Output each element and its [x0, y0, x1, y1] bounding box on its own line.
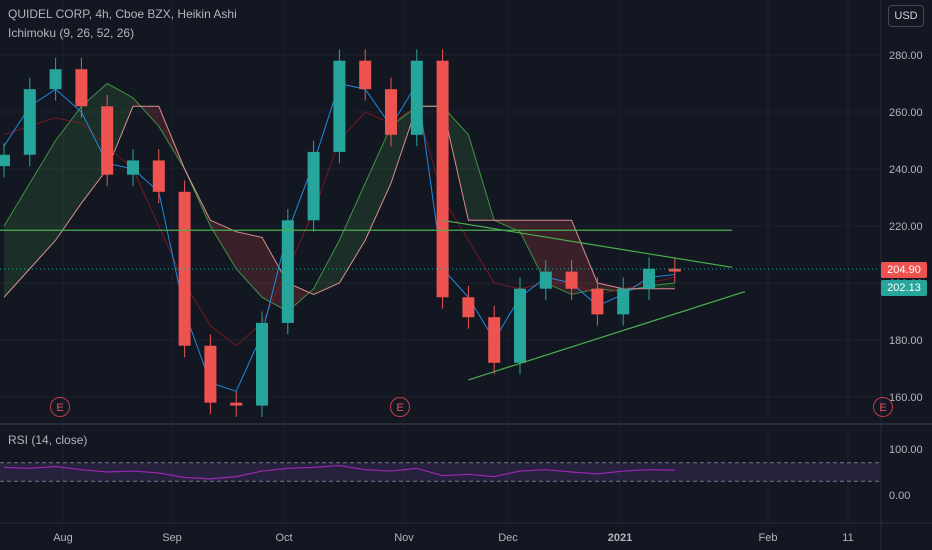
- ichimoku-cloud: [262, 237, 288, 312]
- y-tick-label: 280.00: [889, 50, 923, 62]
- candle-body: [668, 268, 681, 272]
- candle-body: [23, 89, 36, 155]
- leading-span-a-line: [3, 82, 675, 313]
- ichimoku-price-label: 202.13: [881, 280, 927, 296]
- ichimoku-cloud: [571, 220, 598, 295]
- x-tick-label: 11: [842, 532, 853, 544]
- candle-body: [333, 60, 346, 152]
- ichimoku-cloud: [365, 126, 391, 241]
- trendline: [468, 290, 746, 381]
- y-tick-label: 260.00: [889, 107, 923, 119]
- candle-body: [385, 89, 397, 135]
- candle-body: [643, 268, 655, 289]
- x-tick-label: 2021: [608, 532, 632, 544]
- candle-body: [256, 322, 268, 406]
- rsi-band: [0, 462, 880, 482]
- x-tick-label: Nov: [394, 532, 414, 544]
- ichimoku-cloud: [649, 283, 675, 289]
- ichimoku-cloud: [4, 183, 30, 298]
- candle-body: [617, 288, 630, 315]
- candle-body: [101, 106, 114, 175]
- y-tick-label: 240.00: [889, 164, 923, 176]
- symbol-title: QUIDEL CORP, 4h, Cboe BZX, Heikin Ashi: [8, 7, 237, 21]
- rsi-label[interactable]: RSI (14, close): [8, 433, 88, 447]
- y-tick-label: 160.00: [889, 392, 923, 404]
- ichimoku-cloud: [339, 183, 366, 283]
- candle-body: [565, 271, 578, 289]
- candle-body: [488, 317, 501, 363]
- rsi-tick-label: 0.00: [889, 490, 910, 502]
- ichimoku-label[interactable]: Ichimoku (9, 26, 52, 26): [8, 26, 135, 40]
- ichimoku-cloud: [81, 83, 108, 204]
- rsi-tick-label: 100.00: [889, 444, 923, 456]
- candle-body: [281, 220, 294, 323]
- candle-body: [359, 60, 372, 90]
- candle-body: [127, 160, 139, 175]
- rsi-line: [3, 464, 675, 480]
- leading-span-b-line: [3, 105, 675, 298]
- ichimoku-cloud: [210, 220, 237, 269]
- earnings-marker-oct[interactable]: E: [390, 397, 410, 417]
- earnings-marker-right[interactable]: E: [873, 397, 893, 417]
- x-tick-label: Feb: [759, 532, 778, 544]
- trendline: [442, 219, 733, 268]
- candle-body: [230, 402, 243, 406]
- candle-body: [0, 154, 10, 167]
- candle-body: [462, 297, 475, 318]
- y-tick-label: 220.00: [889, 221, 923, 233]
- x-tick-label: Oct: [275, 532, 292, 544]
- earnings-marker-aug[interactable]: E: [50, 397, 70, 417]
- last-price-label: 204.90: [881, 262, 927, 278]
- candle-body: [75, 69, 88, 107]
- candle-body: [539, 271, 552, 289]
- candle-body: [436, 60, 449, 298]
- ichimoku-cloud: [313, 240, 340, 295]
- x-tick-label: Dec: [498, 532, 518, 544]
- x-tick-label: Sep: [162, 532, 182, 544]
- ichimoku-cloud: [107, 83, 133, 169]
- candle-body: [49, 69, 62, 90]
- candle-body: [410, 60, 423, 135]
- candle-body: [152, 160, 165, 192]
- candle-body: [307, 151, 320, 221]
- currency-button[interactable]: USD: [888, 5, 924, 27]
- candle-body: [514, 288, 526, 363]
- ichimoku-cloud: [236, 231, 262, 298]
- ichimoku-cloud: [55, 106, 82, 241]
- candle-body: [204, 345, 217, 403]
- ichimoku-cloud: [545, 220, 572, 295]
- y-tick-label: 180.00: [889, 335, 923, 347]
- candle-body: [591, 288, 604, 315]
- x-tick-label: Aug: [53, 532, 73, 544]
- ichimoku-cloud: [287, 283, 314, 312]
